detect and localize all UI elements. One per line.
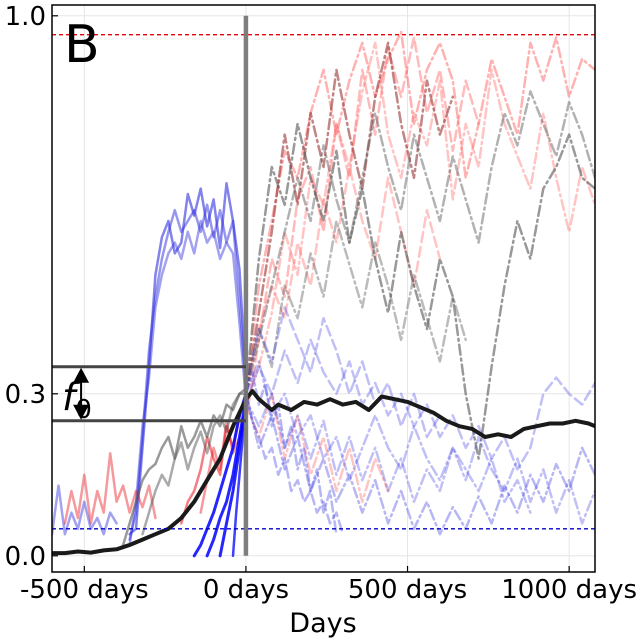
series-line-20 — [244, 338, 595, 471]
mean-line — [52, 389, 595, 556]
series-line-8 — [121, 387, 248, 547]
plot-frame — [51, 4, 596, 573]
series-line-28 — [218, 403, 248, 558]
x-tick-label-0: -500 days — [20, 575, 149, 605]
series-line-2 — [128, 203, 248, 541]
axis-ticks: -500 days 0 days 500 days 1000 days 0.0 0.3 1.… — [5, 2, 637, 605]
series-line-18 — [244, 219, 467, 396]
f0-arrow-up-head — [73, 367, 90, 383]
series-line-24 — [244, 306, 442, 439]
x-tick-label-1: 0 days — [203, 575, 289, 605]
series-line-21 — [244, 392, 595, 525]
y-tick-label-0: 0.0 — [5, 542, 46, 572]
x-tick-label-2: 500 days — [348, 575, 467, 605]
series-line-9 — [141, 392, 248, 536]
series-line-27 — [205, 397, 248, 558]
panel-letter: B — [64, 15, 100, 75]
y-tick-label-2: 1.0 — [5, 2, 46, 32]
series-line-22 — [244, 392, 345, 536]
reference-lines — [52, 15, 595, 556]
series-line-5 — [63, 451, 157, 525]
x-axis-title: Days — [289, 608, 356, 639]
series-line-10 — [244, 30, 595, 396]
series-line-19 — [244, 392, 595, 536]
series-line-4 — [52, 484, 118, 536]
series-line-11 — [244, 36, 480, 423]
series-line-23 — [244, 370, 338, 536]
series-line-25 — [244, 360, 532, 514]
y-tick-label-1: 0.3 — [5, 380, 46, 410]
f0-arrow-down-head — [73, 404, 90, 420]
series-layer — [52, 30, 595, 558]
series-line-17 — [244, 90, 595, 396]
series-line-15 — [244, 41, 455, 396]
series-line-14 — [244, 392, 390, 504]
x-tick-label-3: 1000 days — [501, 575, 637, 605]
series-line-3 — [128, 219, 248, 547]
